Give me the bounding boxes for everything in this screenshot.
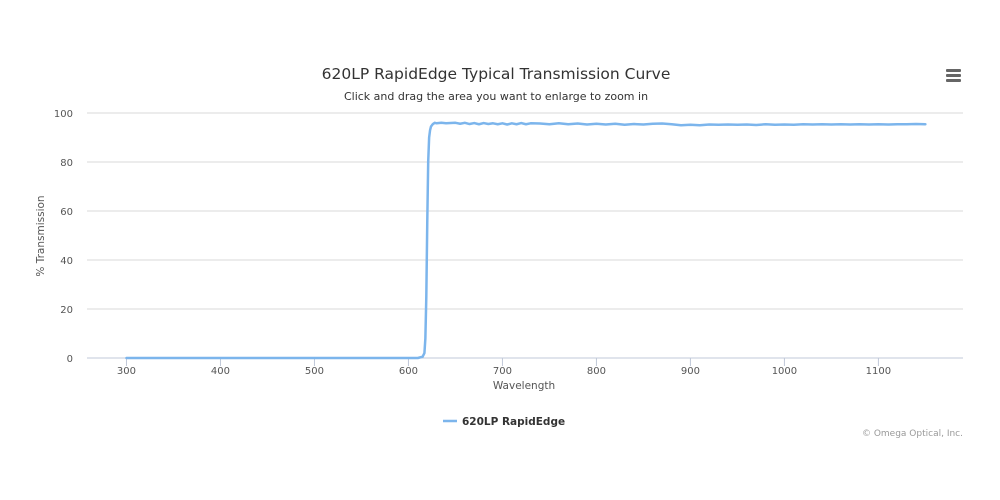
y-tick-label: 80	[60, 158, 73, 169]
y-tick-label: 60	[60, 207, 73, 218]
x-axis: 300 400 500 600 700 800 900 1000 1100	[87, 357, 963, 377]
plot-area[interactable]	[125, 121, 927, 360]
hamburger-menu-icon-bar	[946, 79, 961, 82]
x-tick-label: 900	[681, 366, 700, 377]
gridlines	[87, 112, 963, 310]
y-tick-label: 40	[60, 256, 73, 267]
hamburger-menu-icon	[946, 69, 961, 72]
y-axis: 0 20 40 60 80 100	[54, 109, 73, 365]
x-tick-label: 300	[117, 366, 136, 377]
hamburger-menu-icon-bar	[946, 74, 961, 77]
y-tick-label: 20	[60, 305, 73, 316]
x-tick-label: 1000	[772, 366, 797, 377]
legend-item[interactable]: 620LP RapidEdge	[443, 416, 565, 428]
x-axis-label: Wavelength	[493, 380, 555, 392]
x-tick-label: 600	[399, 366, 418, 377]
x-tick-label: 800	[587, 366, 606, 377]
series-line[interactable]	[125, 121, 927, 360]
chart-title: 620LP RapidEdge Typical Transmission Cur…	[322, 65, 671, 83]
chart-credits[interactable]: © Omega Optical, Inc.	[862, 429, 963, 439]
y-tick-label: 0	[67, 354, 73, 365]
chart-subtitle: Click and drag the area you want to enla…	[344, 90, 648, 103]
y-axis-label: % Transmission	[35, 195, 47, 276]
x-tick-label: 500	[305, 366, 324, 377]
x-tick-label: 1100	[866, 366, 891, 377]
y-tick-label: 100	[54, 109, 73, 120]
x-tick-label: 400	[211, 366, 230, 377]
chart-context-menu-button[interactable]	[940, 64, 968, 88]
legend-label: 620LP RapidEdge	[462, 416, 565, 428]
x-tick-label: 700	[493, 366, 512, 377]
